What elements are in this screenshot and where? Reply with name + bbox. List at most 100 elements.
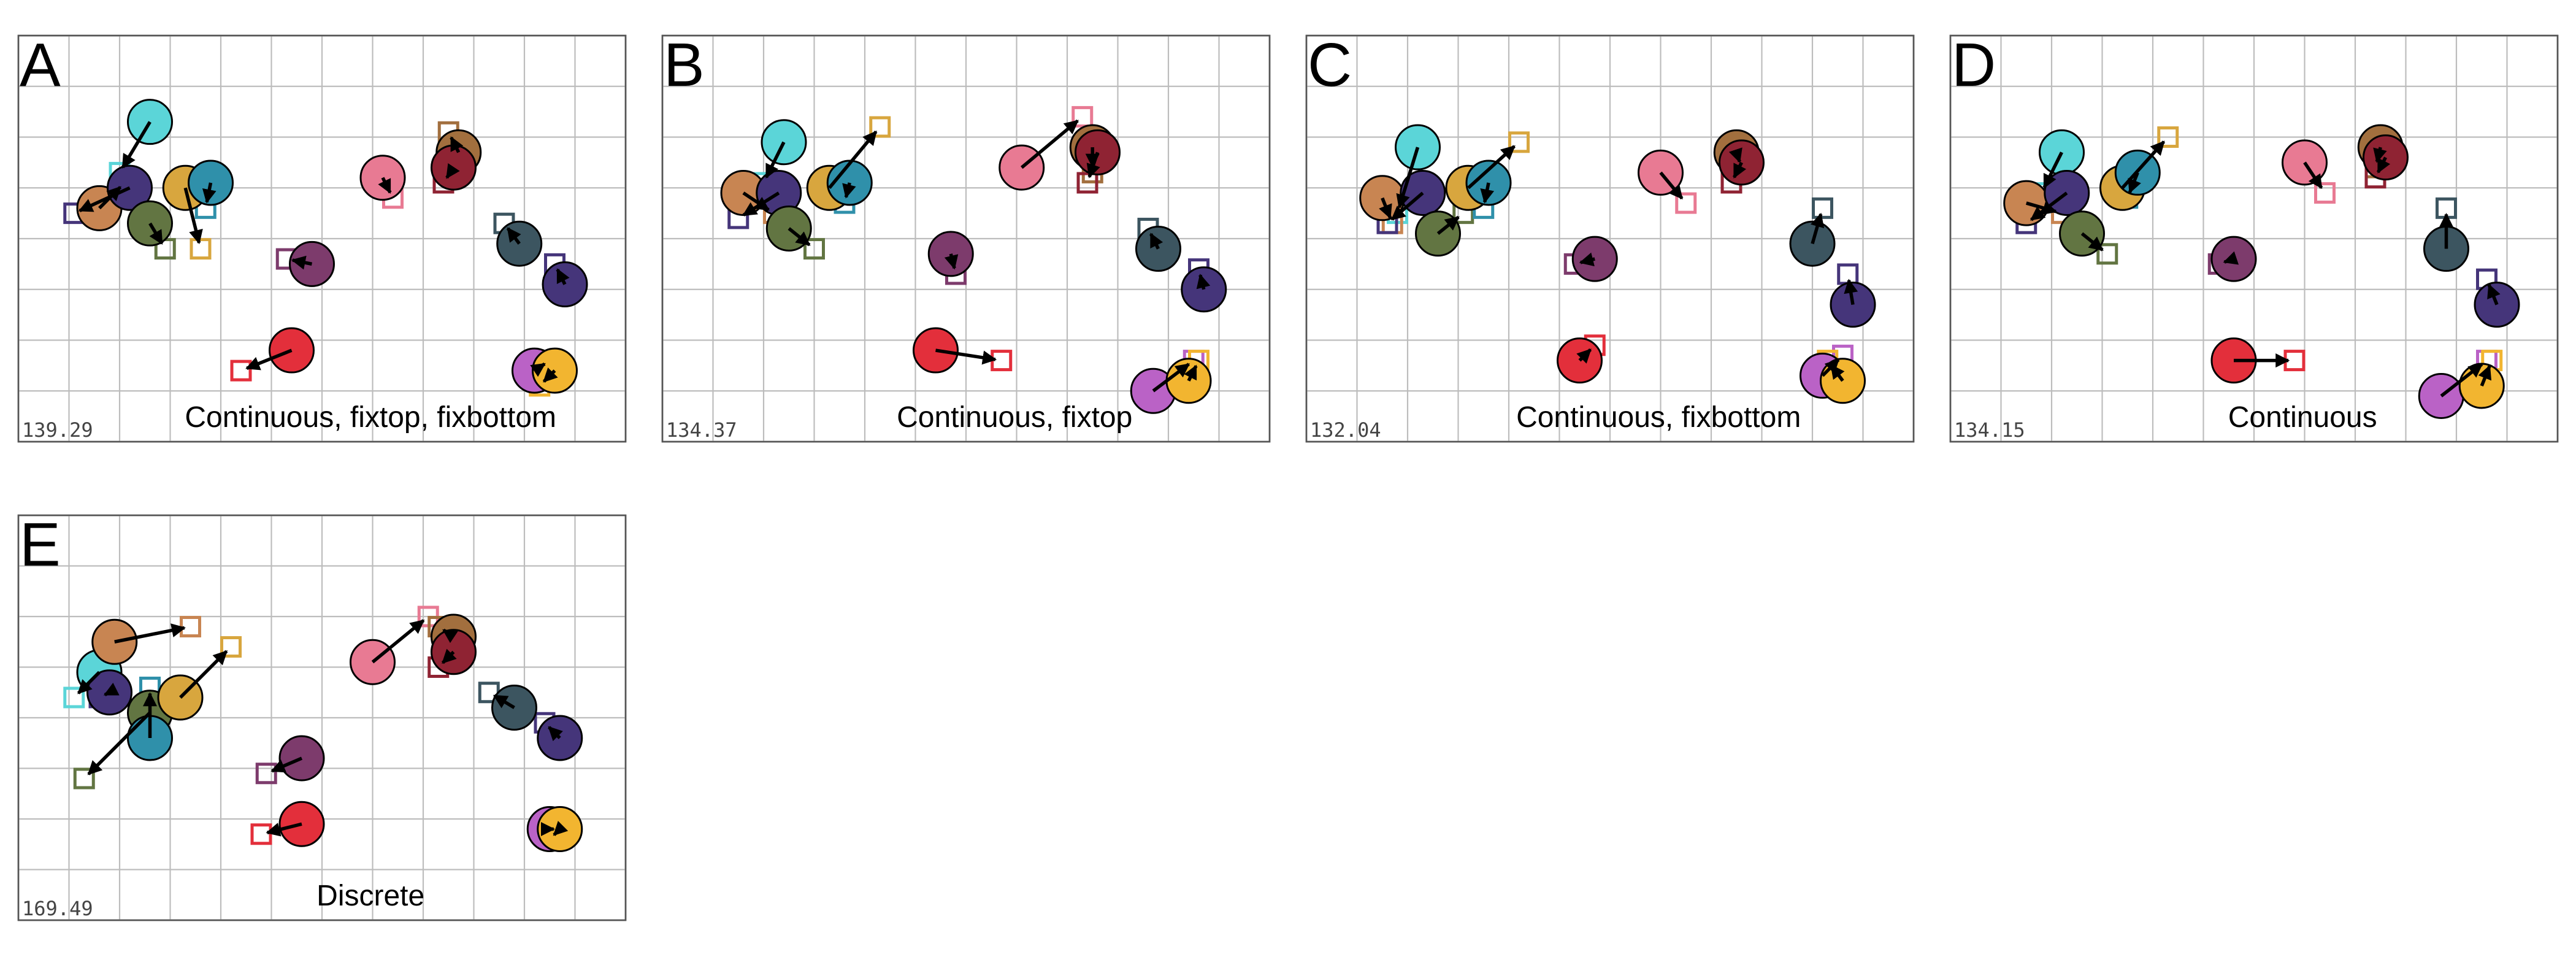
displacement-arrow — [183, 187, 203, 245]
panel-b: B Continuous, fixtop 134.37 — [661, 31, 1271, 443]
displacement-arrow — [1467, 145, 1516, 190]
panel-d: D Continuous 134.15 — [1949, 31, 2559, 443]
displacement-arrow — [378, 177, 392, 194]
displacement-arrow — [2487, 283, 2501, 306]
target-square — [2157, 126, 2179, 148]
displacement-arrow — [270, 756, 303, 773]
panel-caption: Continuous — [2228, 401, 2377, 434]
displacement-arrow — [441, 648, 457, 664]
displacement-arrow — [245, 348, 293, 371]
displacement-arrow — [1020, 119, 1079, 169]
displacement-arrow — [742, 191, 770, 212]
target-square — [1071, 106, 1094, 128]
panel-caption: Continuous, fixbottom — [1516, 401, 1801, 434]
displacement-arrow — [506, 227, 521, 245]
displacement-arrow — [2080, 232, 2104, 252]
displacement-arrow — [450, 136, 464, 153]
displacement-arrow — [556, 268, 570, 285]
displacement-arrow — [1733, 161, 1747, 179]
panel-border — [1949, 34, 2559, 443]
displacement-arrow — [78, 186, 131, 212]
displacement-arrow — [2303, 161, 2323, 190]
target-square — [255, 763, 277, 785]
displacement-arrow — [1152, 363, 1190, 393]
displacement-arrow — [445, 163, 460, 179]
panel-letter: A — [20, 31, 61, 99]
displacement-arrow — [1149, 233, 1163, 250]
displacement-arrow — [121, 121, 151, 169]
displacement-arrow — [1196, 274, 1211, 290]
displacement-arrow — [542, 367, 558, 383]
panel-border — [661, 34, 1271, 443]
displacement-arrow — [493, 694, 515, 709]
panel-border — [1305, 34, 1915, 443]
displacement-arrow — [935, 348, 997, 365]
panel-stress-value: 139.29 — [22, 418, 93, 442]
displacement-arrow — [1480, 182, 1495, 204]
observed-point — [2363, 134, 2409, 181]
displacement-arrow — [788, 227, 811, 247]
panel-caption: Discrete — [316, 880, 424, 912]
displacement-arrow — [530, 362, 546, 377]
displacement-arrow — [1844, 279, 1858, 306]
displacement-arrow — [442, 628, 458, 644]
panel-letter: B — [664, 31, 705, 99]
panel-a: A Continuous, fixtop, fixbottom 139.29 — [17, 31, 627, 443]
displacement-arrow — [103, 682, 120, 696]
displacement-arrow — [2128, 172, 2141, 194]
displacement-arrow — [2377, 156, 2391, 174]
panel-e: E Discrete 169.49 — [17, 510, 627, 921]
displacement-arrow — [266, 822, 302, 837]
displacement-arrow — [2440, 363, 2483, 398]
displacement-arrow — [202, 182, 217, 204]
displacement-arrow — [1728, 147, 1742, 163]
displacement-arrow — [553, 821, 569, 836]
displacement-arrow — [1436, 215, 1460, 235]
target-square — [73, 767, 95, 790]
panel-caption: Continuous, fixtop, fixbottom — [185, 401, 556, 434]
displacement-arrow — [148, 222, 164, 245]
displacement-arrow — [2030, 191, 2068, 221]
displacement-arrow — [87, 711, 151, 775]
target-square — [230, 359, 252, 382]
displacement-arrow — [944, 253, 959, 270]
panel-border — [17, 34, 627, 443]
panel-c: C Continuous, fixbottom 132.04 — [1305, 31, 1915, 443]
displacement-arrow — [371, 619, 425, 664]
panel-letter: C — [1308, 31, 1352, 99]
panel-letter: D — [1952, 31, 1996, 99]
displacement-arrow — [179, 650, 228, 699]
panel-caption: Continuous, fixtop — [897, 401, 1132, 434]
target-square — [1675, 192, 1697, 214]
displacement-arrow — [2373, 147, 2387, 163]
displacement-arrow — [1390, 191, 1424, 221]
displacement-arrow — [2223, 251, 2239, 265]
panel-stress-value: 132.04 — [1310, 418, 1381, 442]
displacement-arrow — [1659, 171, 1684, 200]
panel-stress-value: 134.15 — [1954, 418, 2025, 442]
target-square — [220, 636, 242, 658]
displacement-arrow — [1576, 348, 1592, 364]
displacement-arrow — [1810, 212, 1825, 245]
target-square — [1508, 131, 1530, 153]
target-square — [2314, 182, 2336, 204]
displacement-arrow — [291, 255, 313, 270]
panel-letter: E — [20, 510, 61, 579]
displacement-arrow — [77, 671, 101, 694]
displacement-arrow — [1396, 147, 1420, 209]
displacement-arrow — [548, 726, 563, 742]
observed-point — [1395, 124, 1441, 171]
target-square — [869, 116, 891, 138]
displacement-arrow — [1184, 364, 1198, 382]
displacement-arrow — [2478, 364, 2492, 386]
displacement-arrow — [828, 130, 878, 190]
displacement-arrow — [765, 141, 786, 179]
displacement-arrow — [842, 182, 856, 199]
displacement-arrow — [2042, 152, 2063, 189]
panel-stress-value: 169.49 — [22, 897, 93, 920]
target-square — [2096, 243, 2118, 265]
displacement-arrow — [1830, 364, 1845, 382]
displacement-arrow — [742, 191, 780, 217]
displacement-arrow — [114, 623, 186, 644]
